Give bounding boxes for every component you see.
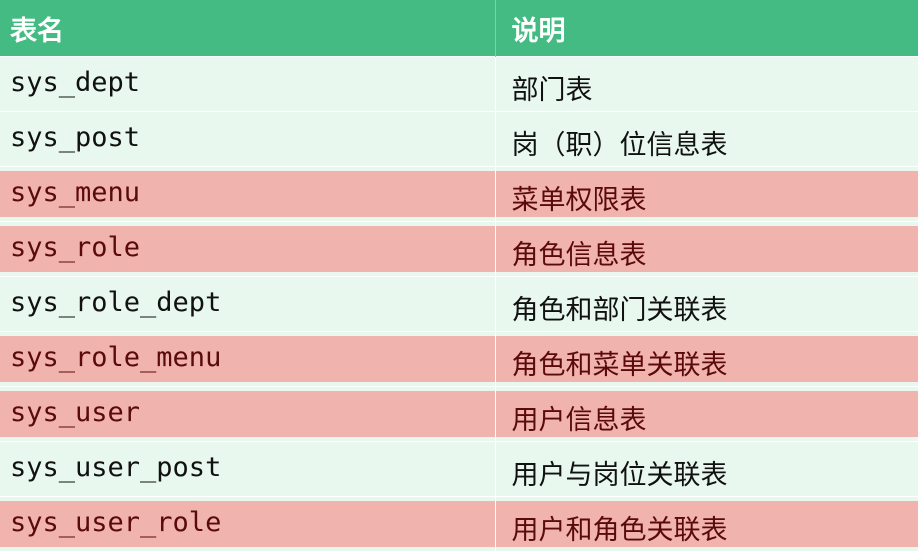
cell-desc: 岗（职）位信息表 (495, 112, 918, 167)
table-name: sys_role_dept (0, 287, 221, 318)
table-name: sys_role (0, 232, 140, 263)
table-row: sys_menu 菜单权限表 (0, 167, 918, 222)
cell-name: sys_role_dept (0, 277, 495, 332)
cell-desc: 角色和部门关联表 (495, 277, 918, 332)
cell-name: sys_user_role (0, 497, 495, 551)
table-row: sys_dept 部门表 (0, 57, 918, 112)
table-row: sys_role 角色信息表 (0, 222, 918, 277)
table-description: 岗（职）位信息表 (496, 123, 728, 162)
table-description: 用户和角色关联表 (496, 508, 728, 547)
table-name: sys_user (0, 397, 140, 428)
cell-desc: 角色信息表 (495, 222, 918, 277)
table-name: sys_menu (0, 177, 140, 208)
cell-name: sys_menu (0, 167, 495, 222)
table-name: sys_dept (0, 67, 140, 98)
cell-desc: 用户与岗位关联表 (495, 442, 918, 497)
table-description: 菜单权限表 (496, 178, 647, 217)
table-description: 角色信息表 (496, 233, 647, 272)
table-description: 角色和部门关联表 (496, 288, 728, 327)
table-row: sys_user_role 用户和角色关联表 (0, 497, 918, 551)
table-description: 部门表 (496, 68, 593, 107)
cell-name: sys_role_menu (0, 332, 495, 387)
cell-desc: 部门表 (495, 57, 918, 112)
header-row: 表名 说明 (0, 0, 918, 57)
cell-name: sys_dept (0, 57, 495, 112)
cell-name: sys_user (0, 387, 495, 442)
table-description: 角色和菜单关联表 (496, 343, 728, 382)
table-name: sys_user_post (0, 452, 221, 483)
cell-desc: 菜单权限表 (495, 167, 918, 222)
header-table-name: 表名 (0, 0, 495, 57)
table-row: sys_user 用户信息表 (0, 387, 918, 442)
cell-name: sys_user_post (0, 442, 495, 497)
table-description: 用户信息表 (496, 398, 647, 437)
cell-name: sys_role (0, 222, 495, 277)
header-description: 说明 (495, 0, 918, 57)
table-row: sys_role_menu 角色和菜单关联表 (0, 332, 918, 387)
table-row: sys_post 岗（职）位信息表 (0, 112, 918, 167)
table-description: 用户与岗位关联表 (496, 453, 728, 492)
table-row: sys_user_post 用户与岗位关联表 (0, 442, 918, 497)
cell-desc: 用户信息表 (495, 387, 918, 442)
table-name: sys_role_menu (0, 342, 221, 373)
table-row: sys_role_dept 角色和部门关联表 (0, 277, 918, 332)
cell-desc: 角色和菜单关联表 (495, 332, 918, 387)
table-name: sys_user_role (0, 507, 221, 538)
cell-name: sys_post (0, 112, 495, 167)
table-name: sys_post (0, 122, 140, 153)
cell-desc: 用户和角色关联表 (495, 497, 918, 551)
